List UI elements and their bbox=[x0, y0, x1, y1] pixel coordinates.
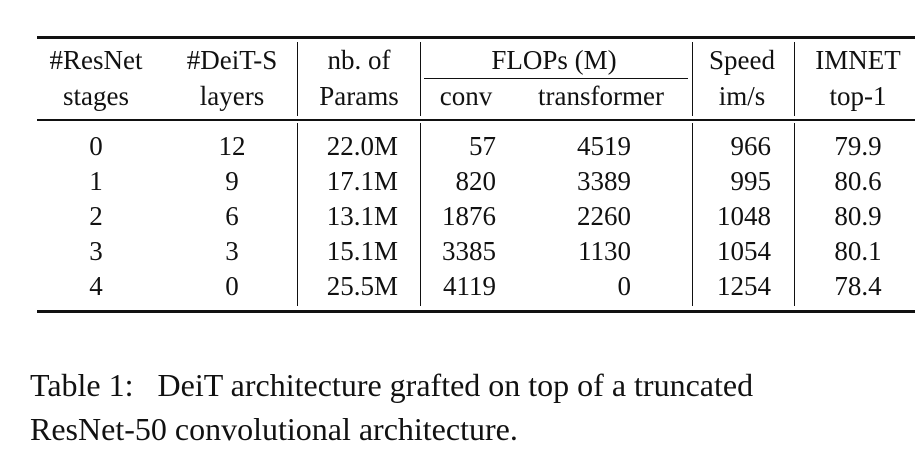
cell-speed: 1048 bbox=[717, 201, 771, 231]
cell-deit-layers: 3 bbox=[225, 236, 239, 266]
cell-flops-transformer: 1130 bbox=[578, 236, 631, 266]
column-divider bbox=[692, 42, 694, 116]
header-params-line2: Params bbox=[319, 81, 399, 111]
cell-imnet-top1: 80.9 bbox=[834, 201, 882, 231]
header-resnet-stages: #ResNet bbox=[49, 45, 143, 75]
cell-flops-conv: 57 bbox=[469, 131, 496, 161]
cell-flops-transformer: 4519 bbox=[577, 131, 631, 161]
cell-speed: 1054 bbox=[717, 236, 771, 266]
header-speed-line2: im/s bbox=[718, 81, 766, 111]
column-divider bbox=[420, 42, 422, 116]
cell-params: 17.1M bbox=[326, 166, 398, 196]
cell-params: 15.1M bbox=[326, 236, 398, 266]
header-deit-layers: #DeiT-S bbox=[186, 45, 278, 75]
column-divider bbox=[297, 42, 299, 116]
cell-flops-transformer: 2260 bbox=[577, 201, 631, 231]
table-caption: Table 1: DeiT architecture grafted on to… bbox=[30, 367, 754, 403]
cell-deit-layers: 6 bbox=[225, 201, 239, 231]
cell-resnet-stages: 3 bbox=[89, 236, 103, 266]
header-flops-conv: conv bbox=[439, 81, 493, 111]
header-flops-transformer: transformer bbox=[538, 81, 664, 111]
cell-imnet-top1: 80.6 bbox=[834, 166, 882, 196]
header-deit-layers-line2: layers bbox=[199, 81, 265, 111]
header-bottom-rule bbox=[37, 119, 915, 121]
table-bottom-rule bbox=[37, 310, 915, 313]
column-divider bbox=[794, 123, 796, 306]
cell-resnet-stages: 0 bbox=[89, 131, 103, 161]
header-imnet: IMNET bbox=[815, 45, 901, 75]
cell-resnet-stages: 1 bbox=[89, 166, 103, 196]
cell-speed: 966 bbox=[730, 131, 772, 161]
header-flops: FLOPs (M) bbox=[491, 45, 617, 75]
column-divider bbox=[420, 123, 422, 306]
table-caption-line2: ResNet-50 convolutional architecture. bbox=[30, 411, 518, 447]
cell-speed: 995 bbox=[730, 166, 772, 196]
cell-flops-conv: 4119 bbox=[443, 271, 496, 301]
cell-flops-transformer: 3389 bbox=[577, 166, 631, 196]
cell-flops-conv: 820 bbox=[455, 166, 497, 196]
cell-imnet-top1: 79.9 bbox=[834, 131, 882, 161]
cell-flops-conv: 3385 bbox=[442, 236, 496, 266]
cell-params: 22.0M bbox=[326, 131, 398, 161]
header-params: nb. of bbox=[327, 45, 391, 75]
cell-params: 25.5M bbox=[326, 271, 398, 301]
header-resnet-stages-line2: stages bbox=[63, 81, 129, 111]
flops-group-rule bbox=[424, 78, 688, 80]
column-divider bbox=[297, 123, 299, 306]
cell-params: 13.1M bbox=[326, 201, 398, 231]
cell-flops-transformer: 0 bbox=[617, 271, 632, 301]
cell-resnet-stages: 2 bbox=[89, 201, 103, 231]
cell-speed: 1254 bbox=[717, 271, 771, 301]
cell-deit-layers: 12 bbox=[218, 131, 246, 161]
cell-imnet-top1: 78.4 bbox=[834, 271, 882, 301]
header-imnet-line2: top-1 bbox=[829, 81, 887, 111]
header-speed: Speed bbox=[709, 45, 775, 75]
cell-flops-conv: 1876 bbox=[442, 201, 496, 231]
column-divider bbox=[794, 42, 796, 116]
cell-imnet-top1: 80.1 bbox=[834, 236, 882, 266]
column-divider bbox=[692, 123, 694, 306]
table-top-rule bbox=[37, 36, 915, 39]
cell-deit-layers: 9 bbox=[225, 166, 239, 196]
cell-deit-layers: 0 bbox=[225, 271, 239, 301]
cell-resnet-stages: 4 bbox=[89, 271, 103, 301]
